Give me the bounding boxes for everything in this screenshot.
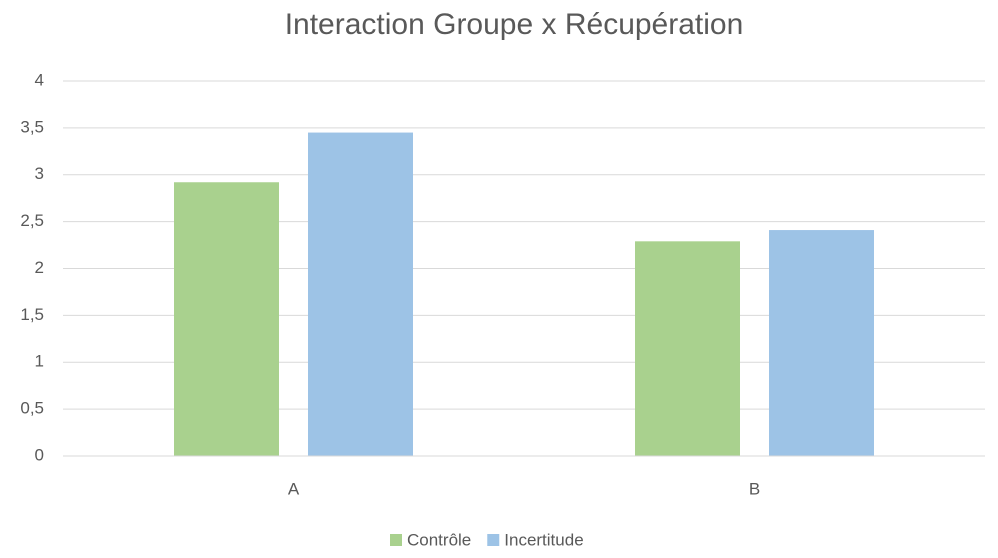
y-tick-label: 1 bbox=[35, 352, 44, 371]
chart-title: Interaction Groupe x Récupération bbox=[285, 8, 744, 41]
bar bbox=[769, 230, 874, 456]
bar bbox=[174, 182, 279, 456]
x-tick-label: A bbox=[288, 479, 300, 498]
y-tick-label: 0,5 bbox=[20, 399, 44, 418]
legend-swatch bbox=[390, 534, 402, 546]
y-tick-label: 3 bbox=[35, 164, 44, 183]
y-tick-label: 3,5 bbox=[20, 117, 44, 136]
legend-label: Incertitude bbox=[504, 530, 583, 549]
y-tick-label: 2,5 bbox=[20, 211, 44, 230]
y-tick-label: 0 bbox=[35, 445, 44, 464]
y-tick-label: 1,5 bbox=[20, 305, 44, 324]
bar bbox=[308, 132, 413, 456]
legend-label: Contrôle bbox=[407, 530, 471, 549]
y-tick-label: 4 bbox=[35, 70, 44, 89]
legend-swatch bbox=[487, 534, 500, 546]
bar bbox=[635, 241, 740, 456]
x-tick-label: B bbox=[749, 479, 760, 498]
y-tick-label: 2 bbox=[35, 258, 44, 277]
